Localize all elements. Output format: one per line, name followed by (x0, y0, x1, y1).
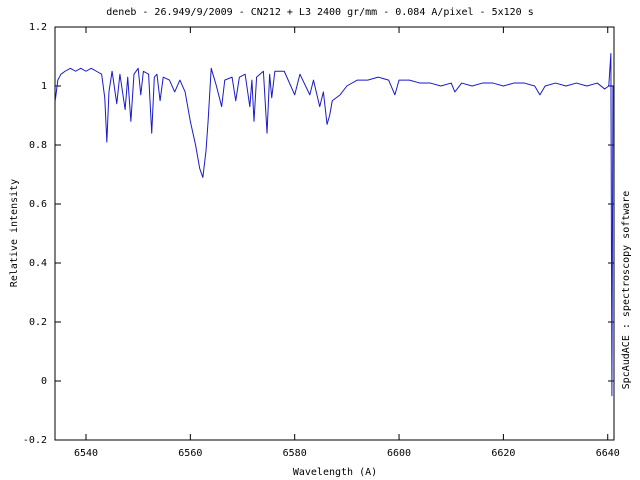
x-axis-label: Wavelength (A) (293, 467, 377, 478)
x-tick-label: 6620 (491, 448, 515, 459)
y-tick-label: 0 (41, 376, 47, 387)
spectrum-line (54, 53, 614, 397)
y-tick-label: 0.4 (29, 258, 47, 269)
side-note: SpcAudACE : spectroscopy software (621, 191, 632, 390)
y-tick-label: 1.2 (29, 22, 47, 33)
y-tick-label: 0.2 (29, 317, 47, 328)
y-tick-label: 0.6 (29, 199, 47, 210)
y-tick-label: -0.2 (23, 435, 47, 446)
y-tick-label: 0.8 (29, 140, 47, 151)
x-tick-label: 6580 (283, 448, 307, 459)
x-tick-label: 6540 (74, 448, 98, 459)
x-tick-label: 6560 (178, 448, 202, 459)
x-tick-label: 6600 (387, 448, 411, 459)
chart-title: deneb - 26.949/9/2009 - CN212 + L3 2400 … (106, 7, 533, 18)
plot-frame (54, 26, 615, 441)
y-axis-label: Relative intensity (9, 179, 20, 287)
x-tick-label: 6640 (596, 448, 620, 459)
y-tick-label: 1 (41, 81, 47, 92)
